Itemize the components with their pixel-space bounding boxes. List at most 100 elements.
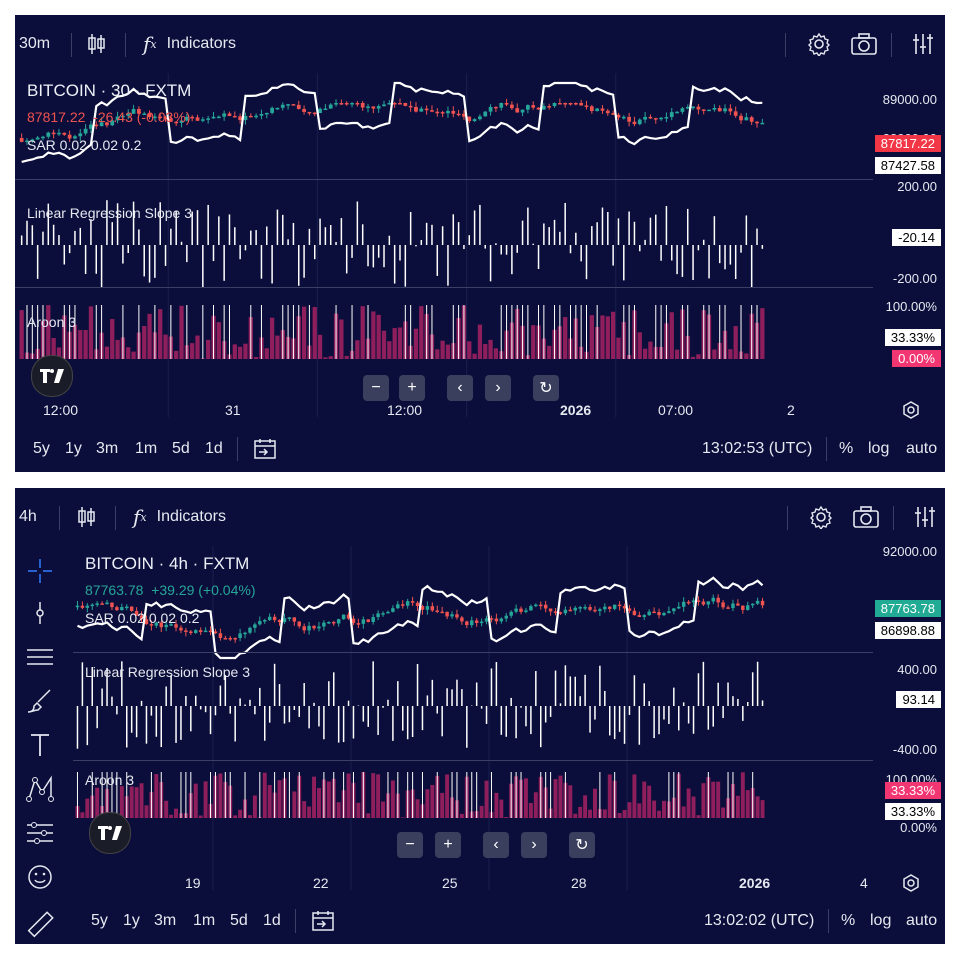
range-5d[interactable]: 5d: [230, 912, 248, 929]
chart-type-button[interactable]: [77, 488, 97, 546]
candle-body: [474, 620, 479, 623]
range-3m[interactable]: 3m: [154, 912, 177, 929]
chart-canvas[interactable]: BITCOIN · 30 · FXTM 87817.22 -26.43 (-0.…: [15, 73, 873, 417]
pattern-icon[interactable]: [25, 774, 55, 804]
measure-icon[interactable]: [25, 818, 55, 848]
screenshot-button[interactable]: [853, 488, 879, 546]
symbol-title[interactable]: BITCOIN · 4h · FXTM: [85, 554, 250, 573]
time-axis[interactable]: 12:00 31 12:00 2026 07:00 2: [15, 395, 945, 425]
range-5y[interactable]: 5y: [91, 912, 108, 929]
range-5y[interactable]: 5y: [33, 440, 50, 457]
candle-body: [430, 606, 435, 611]
candle-body: [579, 103, 584, 106]
auto-toggle[interactable]: auto: [906, 440, 938, 457]
lrs-legend[interactable]: Linear Regression Slope 3: [27, 205, 192, 221]
aroon-bar: [755, 796, 760, 818]
aroon-bar: [371, 311, 376, 359]
candle-body: [195, 117, 200, 121]
sar-line: [21, 81, 763, 163]
candle-body: [558, 612, 563, 614]
aroon-bar: [233, 815, 238, 818]
candle-body: [341, 614, 346, 620]
percent-toggle[interactable]: %: [841, 912, 856, 929]
auto-toggle[interactable]: auto: [906, 912, 938, 929]
candle-body: [707, 109, 711, 112]
scroll-left-button[interactable]: ‹: [483, 832, 509, 858]
goto-date-button[interactable]: [311, 898, 335, 944]
range-1d[interactable]: 1d: [205, 440, 223, 457]
bottom-toolbar: 5y 1y 3m 1m 5d 1d 13:02:02 (UTC) % log a…: [15, 898, 945, 944]
range-1y[interactable]: 1y: [123, 912, 140, 929]
chart-canvas[interactable]: BITCOIN · 4h · FXTM 87763.78 +39.29 (+0.…: [15, 546, 873, 890]
reset-chart-button[interactable]: ↻: [569, 832, 595, 858]
zoom-in-button[interactable]: +: [399, 375, 425, 401]
aroon-legend[interactable]: Aroon 3: [27, 314, 77, 330]
sar-legend[interactable]: SAR 0.02 0.02 0.2: [27, 137, 142, 153]
log-toggle[interactable]: log: [870, 912, 892, 929]
ruler-icon[interactable]: [25, 910, 55, 940]
time-axis[interactable]: 19 22 25 28 2026 4: [15, 868, 945, 898]
goto-date-button[interactable]: [253, 426, 277, 472]
price-scale[interactable]: 89000.00 88000.00 87817.22 87427.58 200.…: [873, 73, 945, 417]
reset-chart-button[interactable]: ↻: [533, 375, 559, 401]
percent-toggle[interactable]: %: [839, 440, 854, 457]
time-label: 2026: [560, 402, 592, 418]
candle-body: [543, 604, 548, 609]
range-1y[interactable]: 1y: [65, 440, 82, 457]
chart-plot[interactable]: [15, 73, 873, 417]
settings-button[interactable]: [807, 15, 831, 73]
chart-plot[interactable]: [15, 546, 873, 890]
brush-icon[interactable]: [25, 686, 55, 716]
candle-body: [420, 606, 425, 610]
aroon-bar: [312, 776, 317, 818]
aroon-bar: [174, 350, 179, 359]
zoom-out-button[interactable]: −: [363, 375, 389, 401]
zoom-out-button[interactable]: −: [397, 832, 423, 858]
candle-body: [510, 104, 514, 109]
aroon-legend[interactable]: Aroon 3: [85, 772, 135, 788]
chart-properties-button[interactable]: [913, 488, 937, 546]
range-5d[interactable]: 5d: [172, 440, 190, 457]
aroon-down-tag: 0.00%: [892, 350, 941, 367]
crosshair-icon[interactable]: [25, 556, 55, 586]
aroon-bar: [56, 347, 62, 359]
lrs-legend[interactable]: Linear Regression Slope 3: [85, 664, 250, 680]
interval-button[interactable]: 30m: [19, 15, 50, 73]
log-toggle[interactable]: log: [868, 440, 890, 457]
range-1m[interactable]: 1m: [135, 440, 158, 457]
chart-properties-button[interactable]: [911, 15, 935, 73]
aroon-bar: [360, 306, 365, 359]
range-3m[interactable]: 3m: [96, 440, 119, 457]
screenshot-button[interactable]: [851, 15, 877, 73]
scroll-left-button[interactable]: ‹: [447, 375, 473, 401]
text-icon[interactable]: [25, 730, 55, 760]
interval-button[interactable]: 4h: [19, 488, 37, 546]
aroon-bar: [652, 800, 657, 818]
range-1m[interactable]: 1m: [193, 912, 216, 929]
candle-body: [41, 136, 45, 139]
price-scale[interactable]: 92000.00 87763.78 86898.88 400.00 93.14 …: [873, 544, 945, 890]
trendline-icon[interactable]: [25, 598, 55, 628]
lines-icon[interactable]: [25, 642, 55, 672]
range-1d[interactable]: 1d: [263, 912, 281, 929]
scroll-right-button[interactable]: ›: [521, 832, 547, 858]
clock-readout[interactable]: 13:02:53 (UTC): [702, 440, 813, 457]
smiley-icon[interactable]: [25, 862, 55, 892]
settings-button[interactable]: [809, 488, 833, 546]
candle-body: [746, 605, 750, 610]
candle-body: [465, 621, 469, 626]
scroll-right-button[interactable]: ›: [485, 375, 511, 401]
sar-legend[interactable]: SAR 0.02 0.02 0.2: [85, 610, 200, 626]
settings-hex-icon[interactable]: [901, 873, 921, 893]
zoom-in-button[interactable]: +: [435, 832, 461, 858]
settings-hex-icon[interactable]: [901, 400, 921, 420]
price-readout: 87763.78 +39.29 (+0.04%): [85, 582, 255, 598]
candle-body: [291, 104, 296, 106]
aroon-bar: [563, 317, 568, 359]
chart-type-button[interactable]: [87, 15, 107, 73]
clock-readout[interactable]: 13:02:02 (UTC): [704, 912, 815, 929]
symbol-title[interactable]: BITCOIN · 30 · FXTM: [27, 81, 192, 100]
